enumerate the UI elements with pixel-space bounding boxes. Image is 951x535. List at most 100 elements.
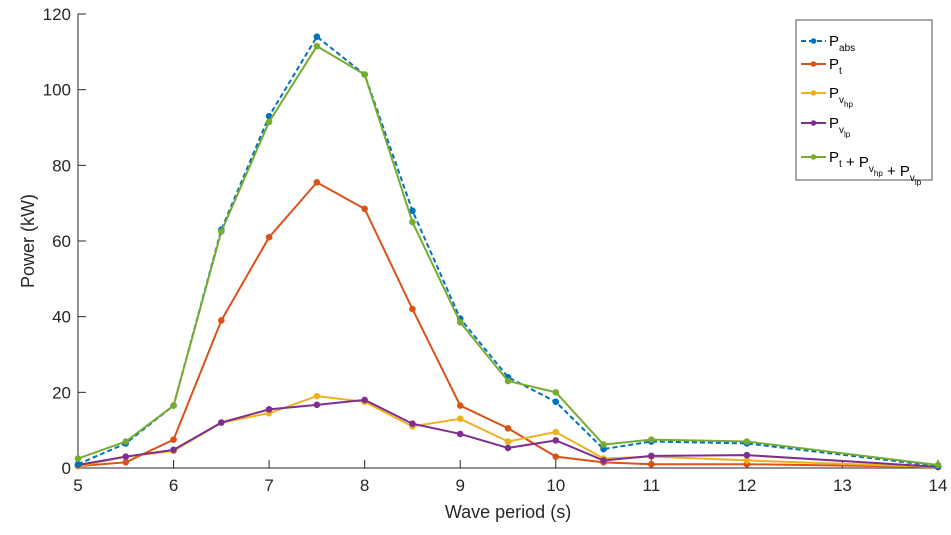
- data-point: [648, 436, 655, 443]
- legend-label: Pabs: [829, 33, 855, 54]
- data-point: [552, 389, 560, 396]
- data-point: [409, 305, 416, 313]
- x-tick-label: 12: [737, 476, 756, 495]
- x-tick-label: 6: [169, 476, 178, 495]
- data-point: [218, 317, 225, 324]
- legend-label-subsub: hp: [844, 100, 853, 109]
- legend-label-subsub: lp: [844, 130, 851, 139]
- series-line: [77, 181, 939, 468]
- legend-item-3: Pvlp: [801, 115, 851, 139]
- x-tick-label: 7: [264, 476, 273, 495]
- data-point: [934, 461, 942, 469]
- legend-box: [795, 19, 933, 181]
- x-tick-label: 9: [455, 476, 464, 495]
- data-point: [313, 179, 321, 186]
- legend-swatch-marker: [810, 90, 817, 96]
- y-tick-label: 80: [52, 156, 71, 175]
- data-point: [456, 319, 464, 326]
- legend-item-1: Pt: [801, 56, 842, 77]
- data-point: [122, 438, 130, 445]
- x-tick-label: 10: [546, 476, 565, 495]
- y-tick-label: 0: [62, 459, 71, 478]
- data-point: [504, 424, 512, 432]
- legend-label-base: + P: [842, 154, 869, 171]
- data-point: [552, 437, 560, 444]
- legend-swatch-marker: [810, 154, 817, 160]
- legend-label-sub: v: [839, 125, 844, 136]
- data-point: [361, 396, 368, 404]
- y-tick-label: 120: [43, 5, 71, 24]
- data-point: [122, 459, 130, 466]
- legend-label-base: + P: [883, 163, 910, 180]
- data-point: [600, 457, 607, 464]
- y-tick-label: 100: [43, 81, 71, 100]
- data-point: [313, 392, 321, 400]
- data-point: [456, 415, 464, 423]
- legend-label-subsub: lp: [915, 178, 922, 187]
- legend-label-sub: t: [839, 66, 842, 77]
- series-1: [74, 179, 942, 471]
- legend-label-sub: abs: [839, 43, 855, 54]
- x-tick-label: 13: [833, 476, 852, 495]
- legend-swatch-marker: [810, 61, 817, 67]
- y-axis-title: Power (kW): [18, 194, 38, 288]
- data-point: [313, 401, 321, 409]
- data-point: [74, 455, 82, 462]
- data-point: [504, 444, 512, 452]
- data-point: [648, 460, 655, 468]
- legend-label-base: P: [829, 85, 839, 102]
- data-point: [504, 377, 512, 385]
- series-line: [77, 398, 939, 468]
- data-point: [170, 436, 177, 443]
- legend-label-sub: v: [839, 95, 844, 106]
- legend-label: Pt + Pvhp + Pvlp: [829, 149, 922, 187]
- x-tick-label: 14: [929, 476, 948, 495]
- data-point: [361, 205, 368, 213]
- data-point: [552, 428, 560, 436]
- data-point: [648, 452, 655, 460]
- legend-swatch-marker: [810, 38, 817, 44]
- data-point: [265, 233, 273, 241]
- series-layer: [74, 33, 942, 471]
- legend-label-base: P: [829, 149, 839, 166]
- legend-label-base: P: [829, 56, 839, 73]
- data-point: [743, 451, 751, 459]
- legend-label-base: P: [829, 115, 839, 132]
- legend-item-0: Pabs: [801, 33, 855, 54]
- legend-item-4: Pt + Pvhp + Pvlp: [801, 149, 922, 187]
- legend-label: Pt: [829, 56, 842, 77]
- data-point: [265, 406, 273, 413]
- axes: 5 6 7 8 9 10 11 12 13 14 0 20 40 60 80 100 120: [43, 5, 948, 495]
- data-point: [218, 228, 225, 235]
- legend-swatch-marker: [810, 120, 817, 126]
- data-point: [74, 460, 82, 468]
- y-tick-label: 20: [52, 383, 71, 402]
- data-point: [122, 453, 130, 460]
- data-point: [313, 42, 321, 50]
- legend-label-sub: v: [869, 164, 874, 175]
- data-point: [409, 207, 416, 215]
- data-point: [552, 453, 560, 460]
- legend-item-2: Pvhp: [801, 85, 853, 109]
- legend-label: Pvlp: [829, 115, 851, 139]
- legend-label-base: P: [829, 33, 839, 50]
- data-point: [409, 420, 416, 428]
- x-axis-title: Wave period (s): [445, 502, 571, 522]
- data-point: [743, 457, 751, 464]
- x-tick-label: 11: [643, 476, 661, 495]
- data-point: [218, 419, 225, 426]
- data-point: [409, 218, 416, 226]
- series-4: [74, 42, 942, 469]
- legend-label: Pvhp: [829, 85, 853, 109]
- y-tick-label: 40: [52, 308, 71, 327]
- data-point: [600, 441, 607, 448]
- x-tick-label: 5: [73, 476, 82, 495]
- data-point: [552, 398, 560, 406]
- data-point: [265, 118, 273, 126]
- data-point: [743, 438, 751, 445]
- legend-label-sub: t: [839, 159, 842, 170]
- data-point: [456, 402, 464, 409]
- data-point: [361, 71, 368, 78]
